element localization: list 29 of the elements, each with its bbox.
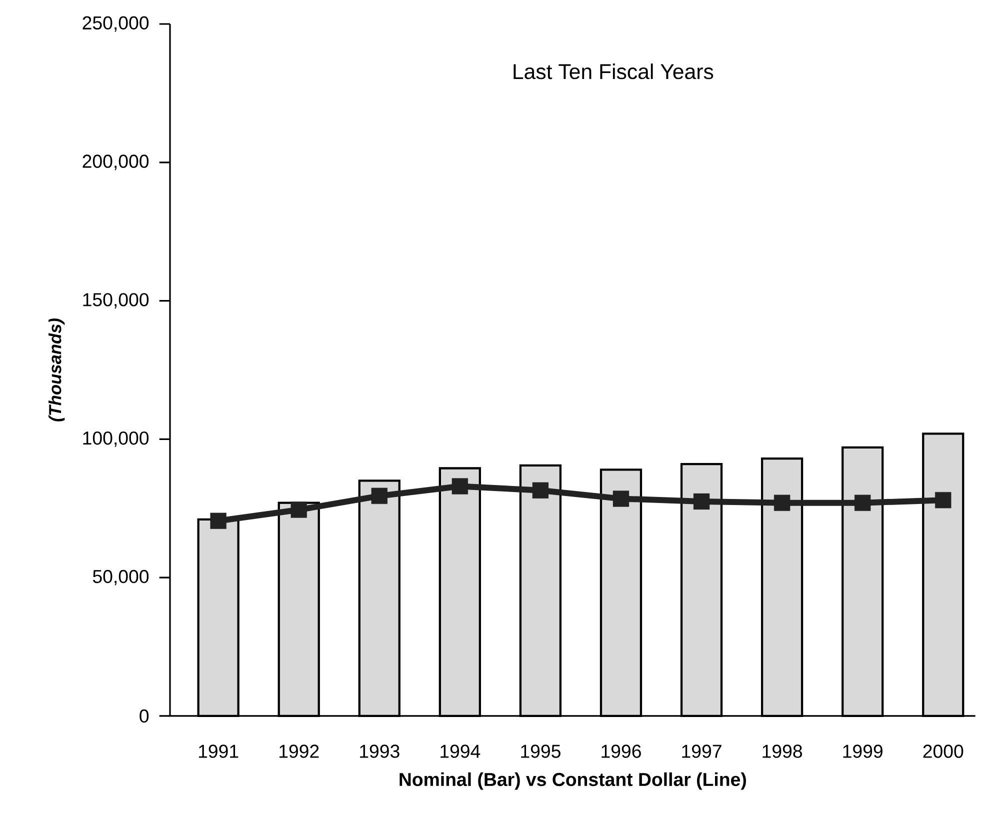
y-tick-label: 50,000 <box>92 570 149 586</box>
text: Last Ten Fiscal Years <box>514 64 714 80</box>
x-tick-label: 1997 <box>682 744 722 758</box>
y-tick-label: 0 <box>140 709 149 723</box>
point <box>774 494 790 511</box>
point <box>210 512 226 529</box>
point <box>854 494 871 511</box>
x-tick-label: 1999 <box>843 744 882 758</box>
y-axis-title: (Thousands) <box>48 318 65 422</box>
x-tick-label: 1993 <box>360 744 400 758</box>
x-axis-title: Nominal (Bar) vs Constant Dollar (Line) <box>400 772 746 790</box>
point <box>290 502 307 518</box>
point <box>612 490 630 507</box>
point <box>532 482 549 498</box>
x-tick-label: 1998 <box>762 744 802 758</box>
x-tick-label: 1996 <box>602 744 641 758</box>
y-tick-label: 250,000 <box>82 16 149 32</box>
x-tick-label: 1995 <box>521 744 560 758</box>
point <box>371 488 388 504</box>
point <box>693 493 710 510</box>
x-tick-label: 1991 <box>198 744 238 758</box>
point <box>935 492 952 508</box>
point <box>452 478 468 494</box>
y-tick-label: 150,000 <box>83 293 149 308</box>
x-tick-label: 1992 <box>280 744 319 758</box>
x-tick-label: 2000 <box>923 744 964 758</box>
x-tick-label: 1994 <box>440 744 480 758</box>
y-tick-label: 100,000 <box>83 431 149 447</box>
y-tick-label: 200,000 <box>82 154 149 170</box>
